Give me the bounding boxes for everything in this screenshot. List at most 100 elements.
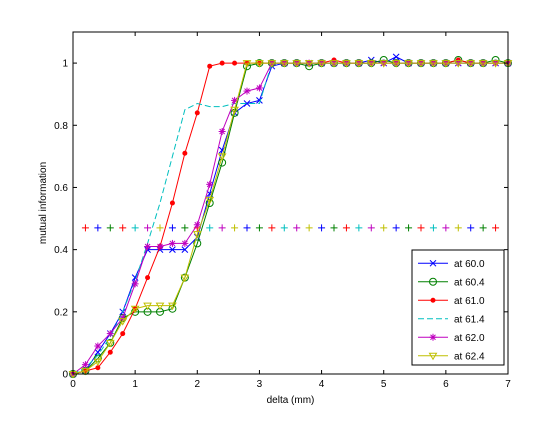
data-point (193, 221, 201, 229)
legend-item: at 62.4 (418, 351, 485, 362)
data-point (181, 246, 189, 253)
reference-marker (405, 224, 413, 232)
x-tick-label: 1 (132, 379, 138, 390)
data-point (292, 60, 302, 68)
data-point (193, 239, 202, 248)
data-point (342, 60, 351, 68)
reference-marker (367, 224, 375, 232)
reference-marker (318, 224, 326, 232)
reference-marker (94, 224, 102, 232)
data-point (156, 243, 164, 251)
data-point (232, 60, 238, 66)
legend-item: at 61.0 (418, 296, 485, 307)
data-point (416, 60, 426, 68)
data-point (155, 302, 165, 311)
data-point (107, 349, 113, 355)
reference-marker (392, 224, 400, 232)
reference-marker (342, 224, 350, 232)
data-point (130, 305, 140, 314)
reference-marker (81, 224, 89, 232)
data-point (95, 365, 101, 371)
legend-marker (430, 297, 436, 303)
legend-marker (428, 352, 438, 361)
data-point (205, 196, 215, 205)
reference-marker (442, 224, 450, 232)
series-layer (68, 53, 513, 379)
legend-item: at 62.0 (418, 333, 485, 344)
reference-line-markers (81, 224, 500, 232)
y-tick-label: 0 (62, 370, 68, 381)
x-tick-label: 4 (319, 379, 325, 390)
data-point (242, 60, 252, 68)
x-tick-label: 3 (257, 379, 263, 390)
x-tick-label: 7 (505, 379, 511, 390)
reference-marker (330, 224, 338, 232)
legend-label: at 61.0 (454, 296, 485, 307)
reference-marker (467, 224, 475, 232)
y-axis-label: mutual information (38, 162, 49, 244)
reference-marker (417, 224, 425, 232)
data-point (317, 60, 326, 68)
reference-marker (131, 224, 139, 232)
data-point (118, 318, 128, 326)
data-point (453, 60, 463, 68)
y-tick-label: 0.8 (54, 121, 68, 132)
reference-marker (355, 224, 363, 232)
data-point (81, 361, 89, 369)
y-tick-label: 0.6 (54, 183, 68, 194)
x-tick-label: 0 (70, 379, 76, 390)
data-point (120, 331, 126, 337)
data-point (106, 330, 114, 338)
reference-marker (380, 224, 388, 232)
reference-marker (479, 224, 487, 232)
reference-marker (168, 224, 176, 232)
data-point (255, 84, 263, 92)
data-point (279, 60, 289, 68)
data-point (94, 342, 102, 350)
data-point (366, 60, 376, 68)
reference-marker (156, 224, 164, 232)
reference-marker (218, 224, 226, 232)
reference-marker (206, 224, 214, 232)
legend-item: at 60.4 (418, 277, 485, 288)
data-point (180, 274, 190, 283)
plot-area (72, 31, 509, 375)
data-point (267, 60, 277, 68)
data-point (219, 60, 225, 66)
data-point (478, 60, 488, 68)
legend-marker (429, 333, 437, 341)
data-point (243, 100, 251, 107)
data-point (206, 180, 214, 188)
data-point (255, 60, 264, 68)
reference-marker (231, 224, 239, 232)
series-6 (68, 60, 513, 379)
reference-marker (243, 224, 251, 232)
reference-marker (305, 224, 313, 232)
y-tick-label: 0.2 (54, 307, 68, 318)
data-point (143, 302, 152, 311)
axis-ticks: 0 1 2 3 4 5 6 7 0 0.2 0.4 0.6 0.8 1 (54, 32, 511, 390)
data-point (392, 53, 400, 61)
data-point (304, 60, 314, 68)
data-point (93, 358, 103, 367)
reference-marker (293, 224, 301, 232)
legend-box (411, 249, 505, 366)
legend-label: at 61.4 (454, 314, 485, 325)
data-point (105, 339, 115, 348)
reference-marker (492, 224, 500, 232)
reference-marker (144, 224, 152, 232)
data-point (429, 60, 438, 68)
x-tick-label: 2 (195, 379, 201, 390)
data-point (81, 367, 90, 376)
data-point (168, 239, 176, 247)
x-axis-label: delta (mm) (267, 395, 315, 406)
data-point (144, 243, 152, 251)
legend-item: at 60.0 (418, 259, 485, 270)
data-point (404, 60, 413, 68)
reference-marker (429, 224, 437, 232)
data-point (466, 60, 476, 68)
x-tick-label: 6 (443, 379, 449, 390)
data-point (391, 60, 401, 68)
